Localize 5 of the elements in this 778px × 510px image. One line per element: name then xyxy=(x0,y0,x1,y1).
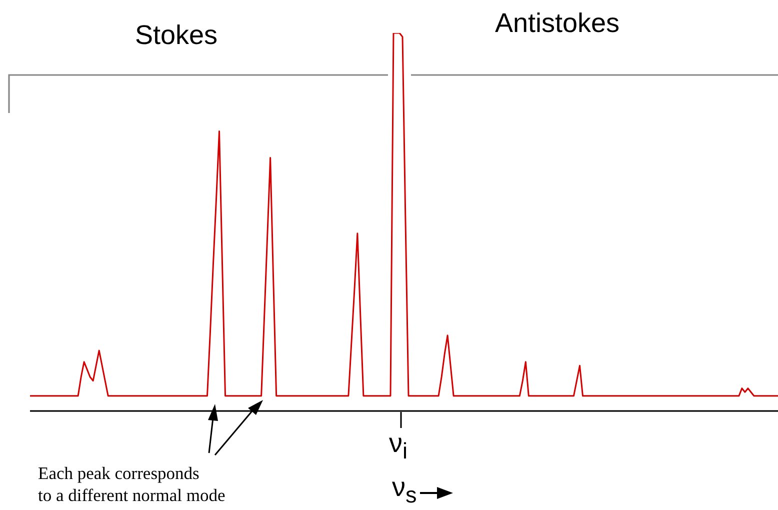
annotation: Antistokes xyxy=(495,8,620,39)
x-axis-title: ν$_{s}$ xyxy=(392,472,417,510)
text: ν$_{i}$ xyxy=(389,428,408,466)
annotation: Stokes xyxy=(135,20,218,51)
text: Each peak corresponds to a different normal mode xyxy=(38,462,226,506)
